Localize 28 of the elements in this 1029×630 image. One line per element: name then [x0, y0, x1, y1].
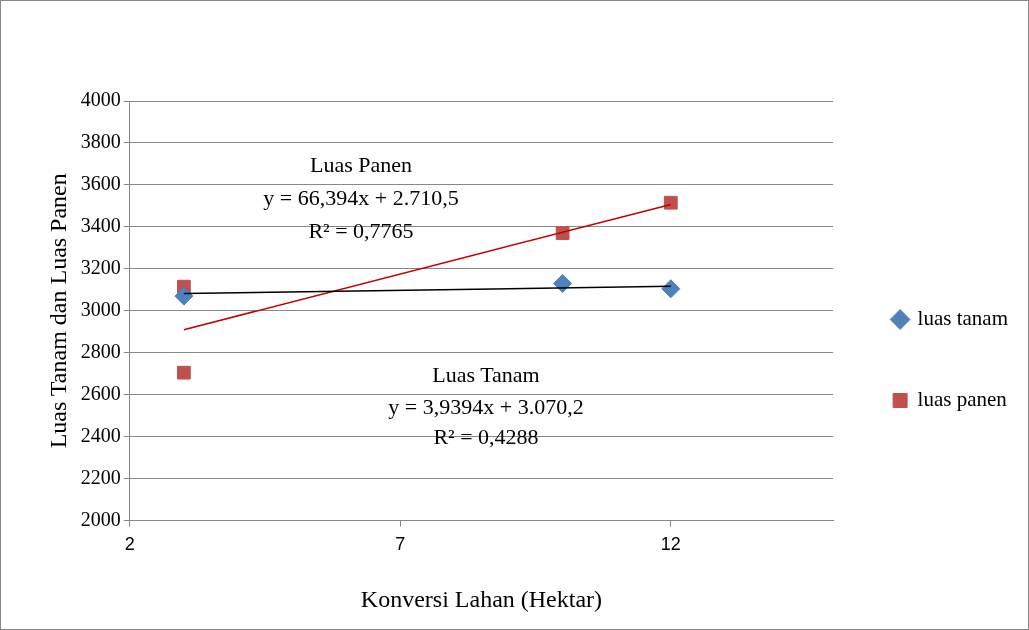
y-tick-label: 2600 [80, 381, 121, 404]
x-tick-label: 2 [124, 534, 135, 555]
annotation: Luas Tanam [432, 361, 540, 387]
x-tick-label: 12 [660, 534, 681, 555]
y-tick-label: 4000 [80, 88, 121, 111]
y-tick-label: 3800 [80, 130, 121, 153]
x-tick-label: 7 [395, 534, 406, 555]
legend-label: luas tanam [917, 306, 1008, 331]
annotation: y = 3,9394x + 3.070,2 [388, 393, 584, 419]
y-tick-label: 2400 [80, 423, 121, 446]
legend-label: luas panen [917, 387, 1008, 412]
y-tick-label: 2200 [80, 465, 121, 488]
point [663, 195, 678, 210]
y-tick-label: 3400 [80, 214, 121, 237]
annotation: y = 66,394x + 2.710,5 [263, 184, 459, 210]
y-tick-label: 3000 [80, 298, 121, 321]
point [661, 279, 681, 299]
y-tick-label: 3200 [80, 256, 121, 279]
annotation: R² = 0,4288 [433, 423, 539, 449]
y-tick-label: 2000 [80, 507, 121, 530]
x-axis-title: Konversi Lahan (Hektar) [360, 585, 603, 612]
annotation: Luas Panen [309, 151, 413, 177]
point [174, 286, 194, 306]
point [177, 365, 191, 380]
y-tick-label: 3600 [80, 172, 121, 195]
y-axis-title: Luas Tanam dan Luas Panen [44, 173, 71, 449]
y-tick-label: 2800 [80, 340, 121, 363]
annotation: R² = 0,7765 [308, 217, 414, 243]
